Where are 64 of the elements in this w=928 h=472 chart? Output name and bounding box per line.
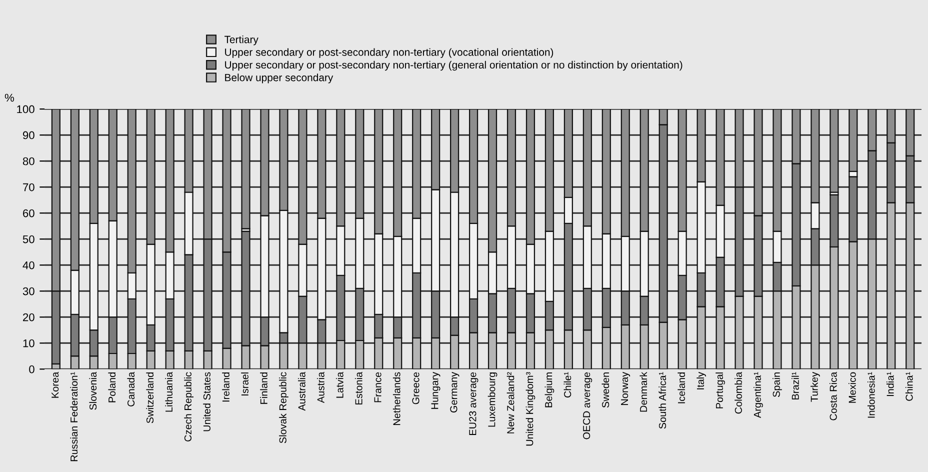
x-tick-label: Costa Rica — [830, 372, 837, 420]
x-tick-label: Portugal — [716, 372, 725, 408]
x-tick-label: Germany — [450, 372, 460, 412]
x-tick-label: Canada — [127, 372, 135, 406]
legend-label: Below upper secondary — [225, 74, 334, 84]
x-tick-label: Czech Republic — [184, 372, 194, 442]
x-tick-label: Australia — [298, 372, 306, 411]
x-tick-label: United Kingdom³ — [526, 372, 536, 446]
x-tick-label: India¹ — [886, 372, 894, 396]
x-tick-label: Latvia — [336, 372, 344, 398]
y-tick-label: 10 — [23, 339, 34, 348]
y-tick-label: 40 — [22, 261, 34, 270]
x-tick-label: South Africa¹ — [658, 372, 666, 429]
x-tick-label: Mexico — [848, 372, 856, 403]
x-tick-label: Slovak Republic — [279, 372, 288, 444]
x-tick-label: Russian Federation¹ — [70, 372, 78, 462]
x-tick-label: Estonia — [354, 372, 362, 404]
y-tick-label: 60 — [23, 209, 34, 218]
x-tick-label: Austria — [317, 372, 324, 403]
x-tick-label: New Zealand² — [506, 372, 514, 434]
bar — [830, 109, 839, 193]
y-tick-label: 90 — [22, 131, 34, 140]
x-tick-label: Ireland — [222, 372, 230, 402]
x-tick-label: Israel — [241, 372, 248, 396]
x-tick-label: Italy — [696, 372, 706, 390]
legend-label: Upper secondary or post-secondary non-tertiary (general orientation or no distinction by orientation) — [225, 60, 682, 71]
legend-label: Upper secondary or post-secondary non-tertiary (vocational orientation) — [225, 48, 554, 58]
x-tick-label: Hungary — [431, 372, 440, 409]
x-tick-label: United States — [203, 372, 210, 432]
x-tick-label: Netherlands — [392, 372, 400, 425]
x-tick-label: Korea — [52, 372, 59, 398]
x-tick-label: EU23 average — [469, 372, 478, 435]
x-tick-label: OECD average — [583, 372, 592, 440]
x-tick-label: Lithuania — [165, 372, 173, 412]
x-tick-label: Denmark — [640, 372, 648, 412]
y-tick-label: 100 — [17, 105, 34, 114]
legend-label: Tertiary — [224, 36, 258, 46]
y-tick-label: 0 — [29, 365, 34, 374]
x-tick-label: Colombia — [734, 372, 742, 414]
x-tick-label: Iceland — [678, 372, 686, 404]
x-tick-label: Brazil¹ — [792, 372, 799, 400]
x-tick-label: Switzerland — [146, 372, 154, 424]
x-tick-label: France — [374, 372, 382, 402]
x-tick-label: Argentina¹ — [754, 372, 763, 418]
x-tick-label: Norway — [621, 372, 630, 405]
x-tick-label: Indonesia¹ — [867, 372, 875, 418]
x-tick-label: Spain — [772, 372, 782, 397]
x-tick-label: Sweden — [602, 372, 610, 408]
x-tick-label: Turkey — [810, 372, 820, 402]
x-tick-label: Greece — [412, 372, 420, 404]
y-tick-label: 50 — [22, 235, 34, 244]
bar — [241, 109, 250, 230]
x-tick-label: Belgium — [544, 372, 554, 408]
x-tick-label: Poland — [108, 372, 116, 402]
x-tick-label: Slovenia — [89, 372, 97, 410]
x-tick-label: Finland — [260, 372, 268, 404]
y-tick-label: 70 — [23, 183, 34, 192]
x-tick-label: China¹ — [905, 372, 913, 401]
x-tick-label: Luxembourg — [488, 372, 498, 427]
y-axis-title: % — [4, 94, 14, 102]
y-tick-label: 80 — [22, 157, 34, 166]
y-tick-label: 20 — [23, 313, 34, 322]
x-tick-label: Chile¹ — [564, 372, 572, 398]
y-tick-label: 30 — [22, 287, 34, 296]
